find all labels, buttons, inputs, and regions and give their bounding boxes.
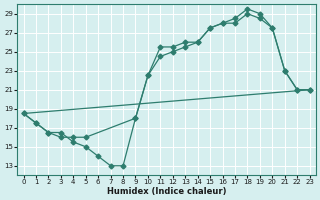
X-axis label: Humidex (Indice chaleur): Humidex (Indice chaleur)	[107, 187, 226, 196]
